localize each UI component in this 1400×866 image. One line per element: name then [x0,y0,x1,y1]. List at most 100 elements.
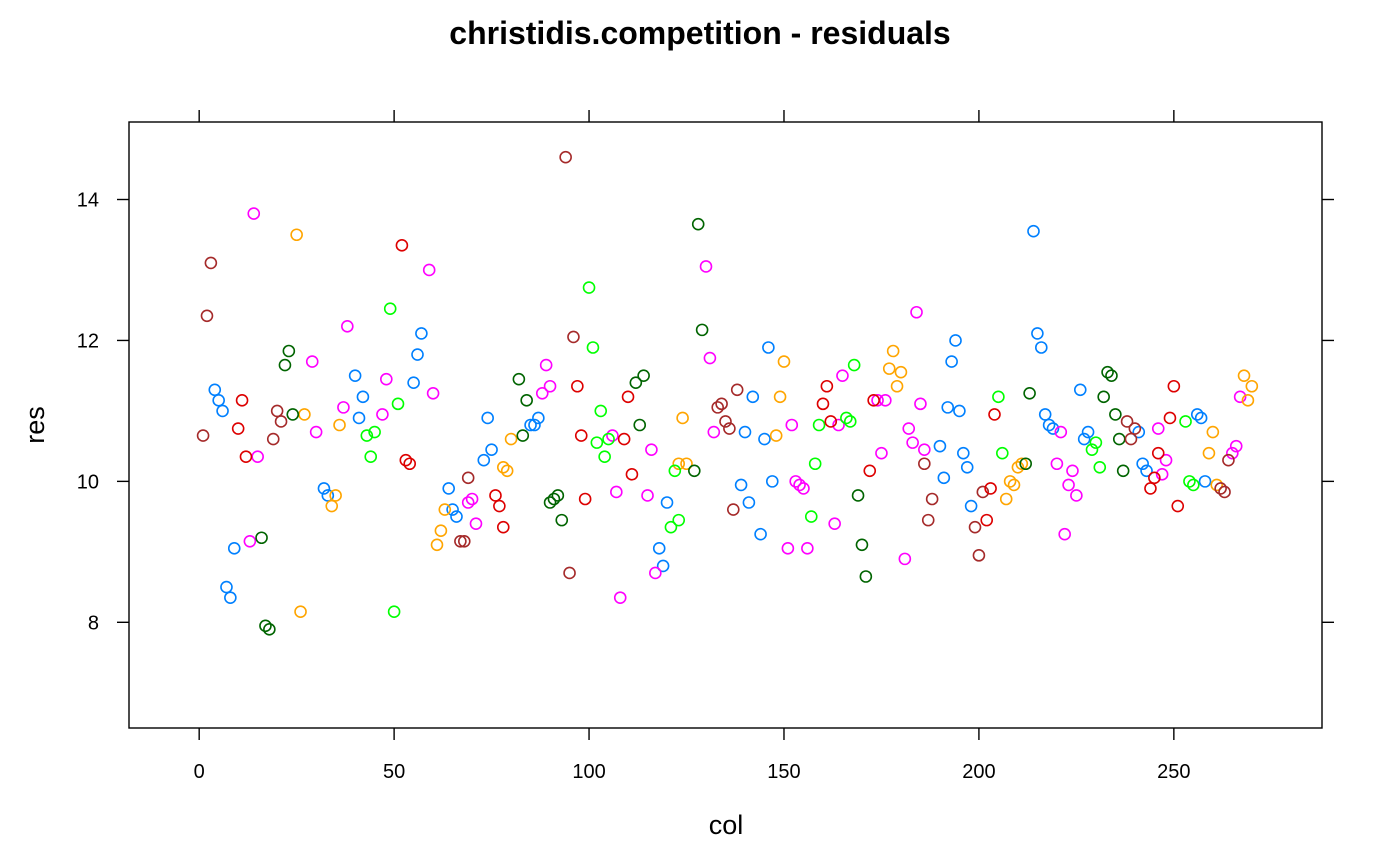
data-point [746,390,760,404]
x-axis: 0 50 100 150 200 250 [194,110,1191,783]
data-point [403,457,417,471]
data-point [754,527,767,541]
data-point [567,330,580,344]
data-point [1210,478,1224,492]
data-point [1237,369,1251,382]
data-point [656,559,670,573]
data-point [446,503,459,516]
data-point [941,401,955,414]
data-point [664,520,678,534]
data-point [438,503,452,516]
data-point [266,432,280,446]
data-point [964,499,978,513]
data-point [524,418,537,432]
data-point [1187,478,1200,492]
data-points [196,150,1259,636]
data-point [949,334,962,347]
data-point [590,436,604,449]
data-point [812,418,826,432]
data-point [804,510,818,523]
data-point [512,372,526,386]
data-point [1077,432,1091,446]
data-point [621,390,635,404]
data-point [816,397,830,411]
data-point [309,425,323,439]
data-point [1222,453,1235,467]
data-point [769,429,783,442]
data-point [395,239,409,252]
data-point [937,471,951,485]
data-point [243,534,257,548]
data-point [602,432,615,446]
data-point [933,439,947,453]
data-point [426,386,440,400]
data-point [886,344,900,358]
data-point [380,372,393,386]
data-point [801,542,814,555]
x-tick-label: 50 [383,761,405,783]
data-point [270,404,284,418]
data-point [212,394,225,407]
data-point [894,365,908,379]
data-point [1046,422,1060,435]
data-point [668,464,682,478]
data-point [520,394,533,407]
data-point [719,415,732,428]
data-point [847,358,861,372]
data-point [976,485,990,499]
data-point [286,408,300,421]
data-point [461,471,475,485]
data-point [660,496,674,509]
data-point [516,429,530,442]
data-point [781,542,795,555]
data-point [415,327,428,340]
y-axis: 8 10 12 14 [77,190,1334,634]
data-point [555,513,569,527]
data-point [699,260,713,273]
data-point [758,432,771,446]
data-point [999,492,1013,506]
data-point [824,415,838,428]
data-point [711,401,725,414]
data-point [220,580,233,594]
data-point [652,542,666,555]
data-point [629,376,643,390]
data-point [1034,341,1048,354]
data-point [672,457,686,471]
data-point [465,492,479,506]
data-point [1105,369,1118,382]
data-point [793,478,806,492]
data-point [1159,453,1173,467]
y-tick-label: 8 [88,612,99,634]
data-point [1027,224,1040,238]
data-point [341,320,354,333]
data-point [356,390,370,404]
data-point [489,489,502,502]
y-tick-label: 14 [77,190,99,212]
data-point [797,482,810,495]
y-tick-label: 12 [77,330,99,352]
x-tick-label: 250 [1157,761,1190,783]
x-tick-label: 0 [194,761,205,783]
data-point [910,305,923,319]
data-point [1202,446,1216,460]
data-point [691,217,705,231]
data-point [1226,446,1239,460]
data-point [263,623,276,636]
x-tick-label: 150 [767,761,800,783]
data-point [496,460,510,474]
data-point [1229,439,1243,453]
data-point [578,492,592,506]
data-point [1031,327,1044,340]
data-point [649,566,662,580]
data-point [1140,464,1153,478]
data-point [641,489,654,502]
data-point [454,534,467,548]
data-point [1183,475,1196,488]
data-point [1011,460,1025,474]
data-point [496,520,510,534]
x-tick-label: 100 [572,761,605,783]
data-point [298,408,311,421]
data-point [321,489,335,502]
data-point [1163,411,1177,425]
